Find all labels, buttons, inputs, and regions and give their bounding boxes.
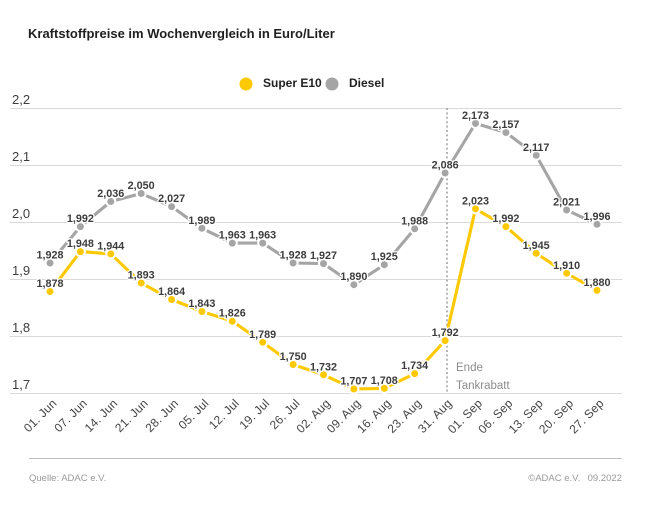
svg-text:©ADAC e.V. 09.2022: ©ADAC e.V. 09.2022 <box>528 473 622 484</box>
svg-text:07. Jun: 07. Jun <box>51 396 90 435</box>
svg-text:1,996: 1,996 <box>583 211 610 223</box>
svg-text:1,708: 1,708 <box>371 375 398 387</box>
svg-text:Quelle: ADAC e.V.: Quelle: ADAC e.V. <box>29 473 106 484</box>
svg-text:1,732: 1,732 <box>310 361 337 373</box>
svg-text:1,864: 1,864 <box>158 286 185 298</box>
svg-text:1,792: 1,792 <box>432 327 459 339</box>
svg-text:2,021: 2,021 <box>553 197 580 209</box>
svg-text:1,928: 1,928 <box>36 250 63 262</box>
svg-text:1,880: 1,880 <box>583 277 610 289</box>
svg-text:27. Sep: 27. Sep <box>566 396 606 436</box>
svg-text:05. Jul: 05. Jul <box>176 396 212 432</box>
svg-text:2,086: 2,086 <box>432 160 459 172</box>
svg-text:1,944: 1,944 <box>97 240 124 252</box>
svg-text:19. Jul: 19. Jul <box>236 396 272 432</box>
svg-text:1,989: 1,989 <box>188 215 215 227</box>
svg-text:1,992: 1,992 <box>67 213 94 225</box>
svg-text:2,027: 2,027 <box>158 193 185 205</box>
svg-text:1,789: 1,789 <box>249 329 276 341</box>
svg-text:1,992: 1,992 <box>492 213 519 225</box>
svg-text:1,925: 1,925 <box>371 251 398 263</box>
svg-text:2,1: 2,1 <box>12 149 30 164</box>
svg-text:2,157: 2,157 <box>492 119 519 131</box>
svg-text:Kraftstoffpreise im Wochenverg: Kraftstoffpreise im Wochenvergleich in E… <box>28 26 335 41</box>
svg-text:1,948: 1,948 <box>67 238 94 250</box>
svg-text:1,910: 1,910 <box>553 260 580 272</box>
svg-text:12. Jul: 12. Jul <box>206 396 242 432</box>
svg-text:1,843: 1,843 <box>188 298 215 310</box>
svg-text:2,173: 2,173 <box>462 110 489 122</box>
svg-text:Diesel: Diesel <box>349 76 384 90</box>
svg-text:2,036: 2,036 <box>97 188 124 200</box>
svg-text:1,988: 1,988 <box>401 215 428 227</box>
svg-text:1,9: 1,9 <box>12 263 30 278</box>
svg-text:1,963: 1,963 <box>249 230 276 242</box>
svg-text:28. Jun: 28. Jun <box>142 396 181 435</box>
svg-text:1,927: 1,927 <box>310 250 337 262</box>
svg-text:Super E10: Super E10 <box>263 76 322 90</box>
svg-text:14. Jun: 14. Jun <box>82 396 121 435</box>
svg-text:1,8: 1,8 <box>12 320 30 335</box>
svg-text:1,963: 1,963 <box>219 230 246 242</box>
svg-text:1,878: 1,878 <box>36 278 63 290</box>
svg-text:2,023: 2,023 <box>462 195 489 207</box>
svg-text:21. Jun: 21. Jun <box>112 396 151 435</box>
svg-text:Tankrabatt: Tankrabatt <box>456 380 511 392</box>
svg-text:2,050: 2,050 <box>128 180 155 192</box>
svg-text:1,890: 1,890 <box>340 271 367 283</box>
svg-text:1,707: 1,707 <box>340 376 367 388</box>
svg-text:1,7: 1,7 <box>12 377 30 392</box>
svg-text:2,2: 2,2 <box>12 92 30 107</box>
svg-text:1,928: 1,928 <box>280 250 307 262</box>
svg-text:1,750: 1,750 <box>280 351 307 363</box>
svg-text:1,734: 1,734 <box>401 360 428 372</box>
svg-text:2,117: 2,117 <box>523 142 549 154</box>
svg-text:2,0: 2,0 <box>12 206 30 221</box>
svg-text:1,893: 1,893 <box>128 270 155 282</box>
svg-text:Ende: Ende <box>456 362 483 374</box>
svg-text:1,945: 1,945 <box>523 240 550 252</box>
svg-text:1,826: 1,826 <box>219 308 246 320</box>
svg-text:01. Jun: 01. Jun <box>21 396 60 435</box>
